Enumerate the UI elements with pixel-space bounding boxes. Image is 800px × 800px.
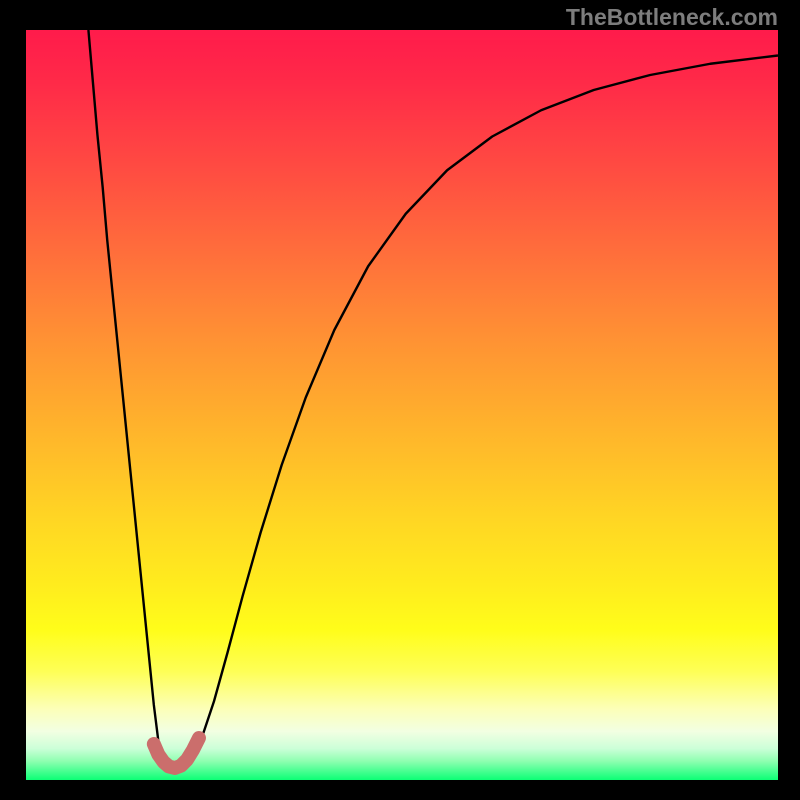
plot-area [26, 30, 778, 780]
watermark-text: TheBottleneck.com [566, 4, 778, 31]
chart-background [26, 30, 778, 780]
chart-svg [26, 30, 778, 780]
